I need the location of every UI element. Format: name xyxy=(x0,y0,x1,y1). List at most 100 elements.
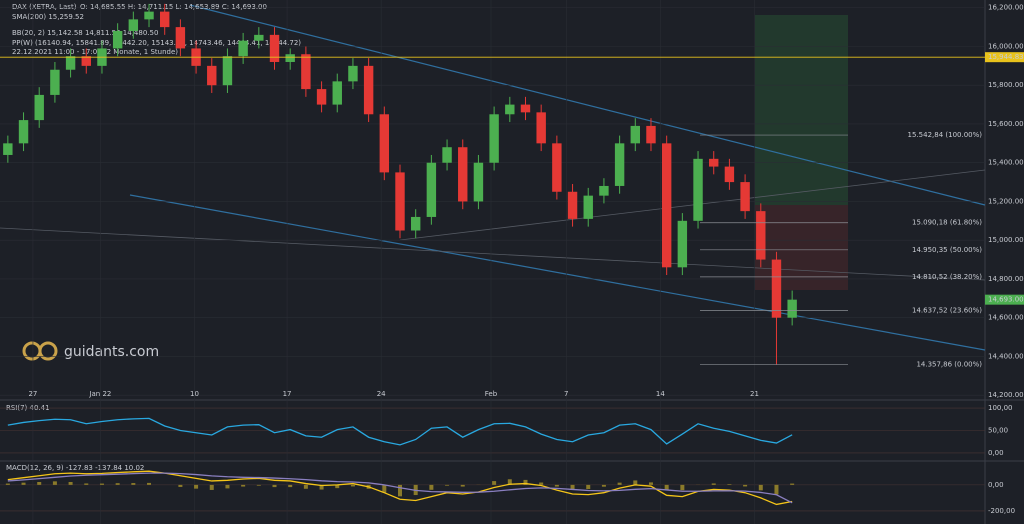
series-line xyxy=(7,417,793,446)
candle-body xyxy=(410,216,421,231)
histogram-bar xyxy=(272,484,277,488)
candle-body xyxy=(583,195,593,219)
legend: DAX (XETRA, Last) O: 14,685.55 H: 14,711… xyxy=(12,3,301,56)
histogram-bar xyxy=(743,484,748,487)
histogram-bar xyxy=(554,484,559,487)
histogram-bar xyxy=(319,484,324,490)
candle-body xyxy=(567,191,578,219)
panel-title: MACD(12, 26, 9) -127.83 -137.84 10.02 xyxy=(6,464,144,472)
histogram-bar xyxy=(507,479,512,485)
histogram-bar xyxy=(727,484,732,485)
candle-body xyxy=(363,65,374,115)
histogram-bar xyxy=(711,483,716,485)
price-marker-label: 14,693.00 xyxy=(988,296,1024,304)
candle-body xyxy=(269,34,280,62)
candle-body xyxy=(771,259,782,318)
x-tick-label: 27 xyxy=(28,390,37,398)
histogram-bar xyxy=(648,482,653,485)
candle-body xyxy=(50,69,60,95)
candle-body xyxy=(473,162,484,202)
fib-label: 14.357,86 (0.00%) xyxy=(916,361,982,369)
histogram-bar xyxy=(225,484,230,489)
price-marker xyxy=(985,294,1024,305)
histogram-bar xyxy=(350,484,355,487)
y-tick-label: 15,200.00 xyxy=(988,197,1024,205)
x-tick-label: 10 xyxy=(190,390,199,398)
candle-body xyxy=(301,54,311,90)
candle-body xyxy=(552,143,562,192)
trendline xyxy=(399,169,986,241)
y-tick-label: 14,200.00 xyxy=(988,391,1024,399)
x-tick-label: Feb xyxy=(485,390,498,398)
candle-body xyxy=(693,158,703,221)
price-marker xyxy=(985,52,1024,63)
histogram-bar xyxy=(382,484,387,493)
histogram-bar xyxy=(790,483,795,485)
y-tick-label: 16,200.00 xyxy=(988,4,1024,12)
candle-body xyxy=(756,211,766,260)
candle-body xyxy=(646,125,656,144)
y-tick-label: 14,600.00 xyxy=(988,314,1024,322)
histogram-bar xyxy=(570,484,575,490)
candle-body xyxy=(379,114,390,173)
candle-body xyxy=(614,143,625,186)
fib-label: 14.950,35 (50.00%) xyxy=(912,246,982,254)
y-tick-label: 0,00 xyxy=(988,449,1004,457)
x-tick-label: 17 xyxy=(283,390,292,398)
histogram-bar xyxy=(523,479,528,485)
brand: guidants.com xyxy=(22,341,159,361)
candle-body xyxy=(426,162,437,217)
y-tick-label: 15,800.00 xyxy=(988,81,1024,89)
histogram-bar xyxy=(178,484,183,487)
indicator-text: 22.12.2021 11:00 - 17:00 (2 Monate, 1 St… xyxy=(12,48,178,56)
ohlc-text: O: 14,685.55 H: 14,711.15 L: 14,653.89 C… xyxy=(80,3,267,11)
chart-title: DAX (XETRA, Last) xyxy=(12,3,77,11)
candle-body xyxy=(520,104,531,113)
candle-body xyxy=(65,56,76,70)
trendline xyxy=(189,4,986,206)
series-line xyxy=(7,472,793,504)
histogram-bar xyxy=(335,484,340,489)
stop-zone xyxy=(755,205,848,290)
candle-body xyxy=(395,172,405,231)
histogram-bar xyxy=(633,480,638,485)
histogram-bar xyxy=(147,482,152,485)
candle-body xyxy=(458,147,468,202)
histogram-bar xyxy=(241,484,246,487)
fib-label: 15.090,18 (61.80%) xyxy=(912,219,982,227)
candle-body xyxy=(316,89,327,105)
logo xyxy=(38,341,58,361)
histogram-bar xyxy=(664,484,669,491)
histogram-bar xyxy=(84,483,89,485)
histogram-bar xyxy=(680,484,685,491)
candle-body xyxy=(285,54,295,62)
histogram-bar xyxy=(21,482,26,485)
x-tick-label: 21 xyxy=(750,390,759,398)
y-tick-label: 16,000.00 xyxy=(988,42,1024,50)
y-tick-label: 0,00 xyxy=(988,481,1004,489)
candle-body xyxy=(661,143,672,268)
candle-body xyxy=(489,114,499,163)
histogram-bar xyxy=(601,484,606,487)
candle-body xyxy=(18,120,29,144)
y-tick-label: 15,000.00 xyxy=(988,236,1024,244)
candle-body xyxy=(207,65,217,86)
histogram-bar xyxy=(52,481,57,485)
candle-body xyxy=(238,40,248,57)
trendline xyxy=(0,227,986,281)
candle-body xyxy=(505,104,515,115)
histogram-bar xyxy=(617,482,622,485)
candle-body xyxy=(175,27,186,49)
candle-body xyxy=(3,143,13,155)
candle-body xyxy=(677,220,688,268)
histogram-bar xyxy=(774,484,779,495)
candle-body xyxy=(348,65,358,82)
indicator-text: BB(20, 2) 15,142.58 14,811.54 14,480.50 xyxy=(12,29,158,37)
histogram-bar xyxy=(539,482,544,485)
series-line xyxy=(7,470,793,506)
y-tick-label: 14,800.00 xyxy=(988,275,1024,283)
histogram-bar xyxy=(37,482,42,485)
histogram-bar xyxy=(68,482,73,485)
